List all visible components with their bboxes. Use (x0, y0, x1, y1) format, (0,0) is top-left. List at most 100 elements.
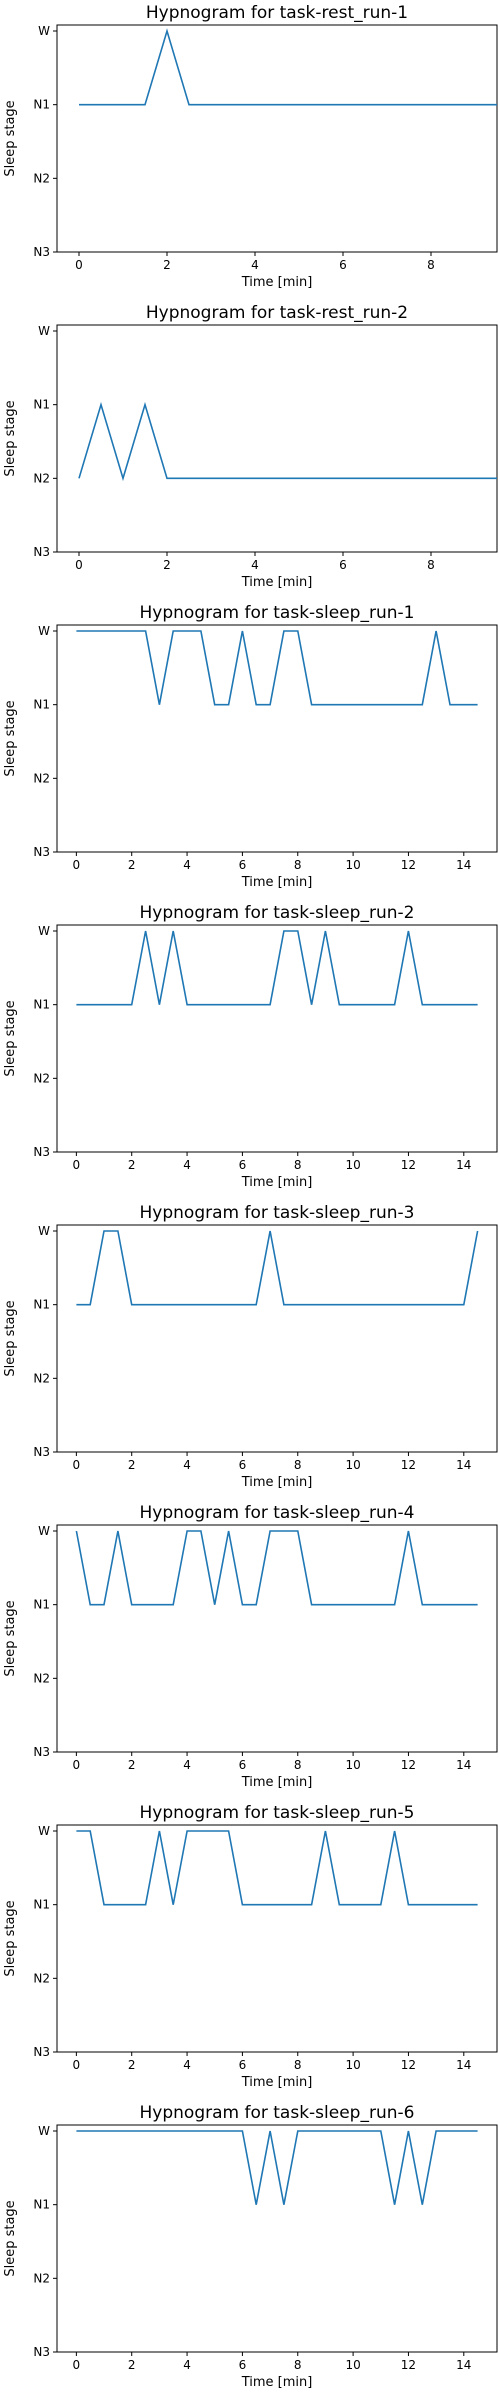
x-tick-label: 4 (251, 258, 259, 272)
x-axis-label: Time [min] (241, 2375, 313, 2390)
y-tick-label: N1 (33, 1598, 50, 1612)
x-tick-label: 0 (73, 1758, 81, 1772)
y-tick-label: N3 (33, 2345, 50, 2359)
chart-title: Hypnogram for task-sleep_run-4 (140, 1503, 415, 1523)
y-tick-label: N2 (33, 1971, 50, 1985)
chart-panel: Hypnogram for task-sleep_run-2 0 2 4 6 8 10 12 1… (3, 903, 497, 1190)
x-tick-label: 6 (239, 2058, 247, 2072)
x-axis-label: Time [min] (241, 1175, 313, 1190)
y-tick-label: N1 (33, 98, 50, 112)
series-line (76, 1231, 477, 1305)
chart-title: Hypnogram for task-sleep_run-1 (140, 603, 415, 623)
x-tick-label: 2 (128, 1758, 136, 1772)
x-tick-label: 12 (401, 2058, 416, 2072)
y-axis-label: Sleep stage (3, 2200, 18, 2276)
x-tick-label: 4 (183, 2358, 191, 2372)
x-tick-label: 2 (163, 258, 171, 272)
x-tick-label: 14 (456, 1758, 471, 1772)
chart-panel: Hypnogram for task-sleep_run-60 2 4 6 8 10 12 1… (3, 2103, 497, 2390)
y-tick-label: N1 (33, 2198, 50, 2212)
series-line (76, 1831, 477, 1905)
y-tick-label: N1 (33, 1898, 50, 1912)
x-tick-label: 14 (456, 2358, 471, 2372)
x-tick-label: 8 (294, 1458, 302, 1472)
y-tick-label: W (38, 24, 50, 38)
chart-title: Hypnogram for task-sleep_run-2 (140, 903, 415, 923)
y-tick-label: N1 (33, 398, 50, 412)
x-tick-label: 14 (456, 858, 471, 872)
x-tick-label: 0 (73, 1158, 81, 1172)
series-line (76, 931, 477, 1005)
chart-panel: Hypnogram for task-sleep_run-4 0 2 4 6 8 10 12 1… (3, 1503, 497, 1790)
y-tick-label: N2 (33, 1071, 50, 1085)
x-tick-label: 4 (183, 1458, 191, 1472)
x-tick-label: 6 (339, 558, 347, 572)
x-tick-label: 14 (456, 1158, 471, 1172)
y-tick-label: N1 (33, 998, 50, 1012)
series-line (79, 31, 497, 105)
x-axis-label: Time [min] (241, 1775, 313, 1790)
x-tick-label: 2 (128, 1458, 136, 1472)
y-axis-label: Sleep stage (3, 1600, 18, 1676)
x-tick-label: 2 (128, 2058, 136, 2072)
axes-frame (57, 325, 497, 552)
x-tick-label: 6 (239, 858, 247, 872)
y-axis-label: Sleep stage (3, 1300, 18, 1376)
x-tick-label: 12 (401, 2358, 416, 2372)
x-tick-label: 6 (239, 1158, 247, 1172)
y-tick-label: W (38, 1224, 50, 1238)
y-axis-label: Sleep stage (3, 700, 18, 776)
y-tick-label: N3 (33, 845, 50, 859)
x-axis-label: Time [min] (241, 1475, 313, 1490)
x-tick-label: 8 (294, 1158, 302, 1172)
x-tick-label: 10 (345, 1758, 360, 1772)
series-line (76, 631, 477, 705)
x-tick-label: 0 (73, 1458, 81, 1472)
y-tick-label: N3 (33, 545, 50, 559)
y-tick-label: W (38, 1524, 50, 1538)
x-tick-label: 0 (73, 858, 81, 872)
y-tick-label: N2 (33, 2271, 50, 2285)
x-tick-label: 12 (401, 858, 416, 872)
y-tick-label: W (38, 2124, 50, 2138)
y-tick-label: N2 (33, 1671, 50, 1685)
x-tick-label: 8 (294, 2058, 302, 2072)
y-tick-label: N3 (33, 2045, 50, 2059)
x-axis-label: Time [min] (241, 875, 313, 890)
series-line (76, 1531, 477, 1605)
x-tick-label: 0 (75, 258, 83, 272)
y-tick-label: N2 (33, 171, 50, 185)
y-tick-label: N2 (33, 471, 50, 485)
x-tick-label: 0 (75, 558, 83, 572)
y-tick-label: N1 (33, 698, 50, 712)
x-axis-label: Time [min] (241, 275, 313, 290)
chart-panel: Hypnogram for task-rest_run-1 0 2 4 6 8 W N1 N2 N… (3, 3, 497, 290)
x-tick-label: 0 (73, 2358, 81, 2372)
x-tick-label: 2 (128, 858, 136, 872)
x-tick-label: 4 (183, 858, 191, 872)
x-tick-label: 8 (294, 2358, 302, 2372)
chart-title: Hypnogram for task-sleep_run-5 (140, 1803, 415, 1823)
y-tick-label: N3 (33, 1745, 50, 1759)
x-tick-label: 6 (239, 1458, 247, 1472)
y-axis-label: Sleep stage (3, 400, 18, 476)
chart-title: Hypnogram for task-sleep_run-3 (140, 1203, 415, 1223)
x-tick-label: 2 (163, 558, 171, 572)
x-tick-label: 10 (345, 1458, 360, 1472)
x-tick-label: 8 (294, 858, 302, 872)
y-tick-label: W (38, 324, 50, 338)
x-tick-label: 6 (339, 258, 347, 272)
axes-frame (57, 1825, 497, 2052)
x-tick-label: 4 (183, 2058, 191, 2072)
axes-frame (57, 925, 497, 1152)
x-tick-label: 4 (183, 1158, 191, 1172)
x-tick-label: 6 (239, 2358, 247, 2372)
y-tick-label: W (38, 624, 50, 638)
y-tick-label: N2 (33, 1371, 50, 1385)
x-tick-label: 6 (239, 1758, 247, 1772)
x-tick-label: 4 (183, 1758, 191, 1772)
chart-title: Hypnogram for task-rest_run-2 (146, 303, 408, 323)
y-axis-label: Sleep stage (3, 100, 18, 176)
x-tick-label: 12 (401, 1458, 416, 1472)
